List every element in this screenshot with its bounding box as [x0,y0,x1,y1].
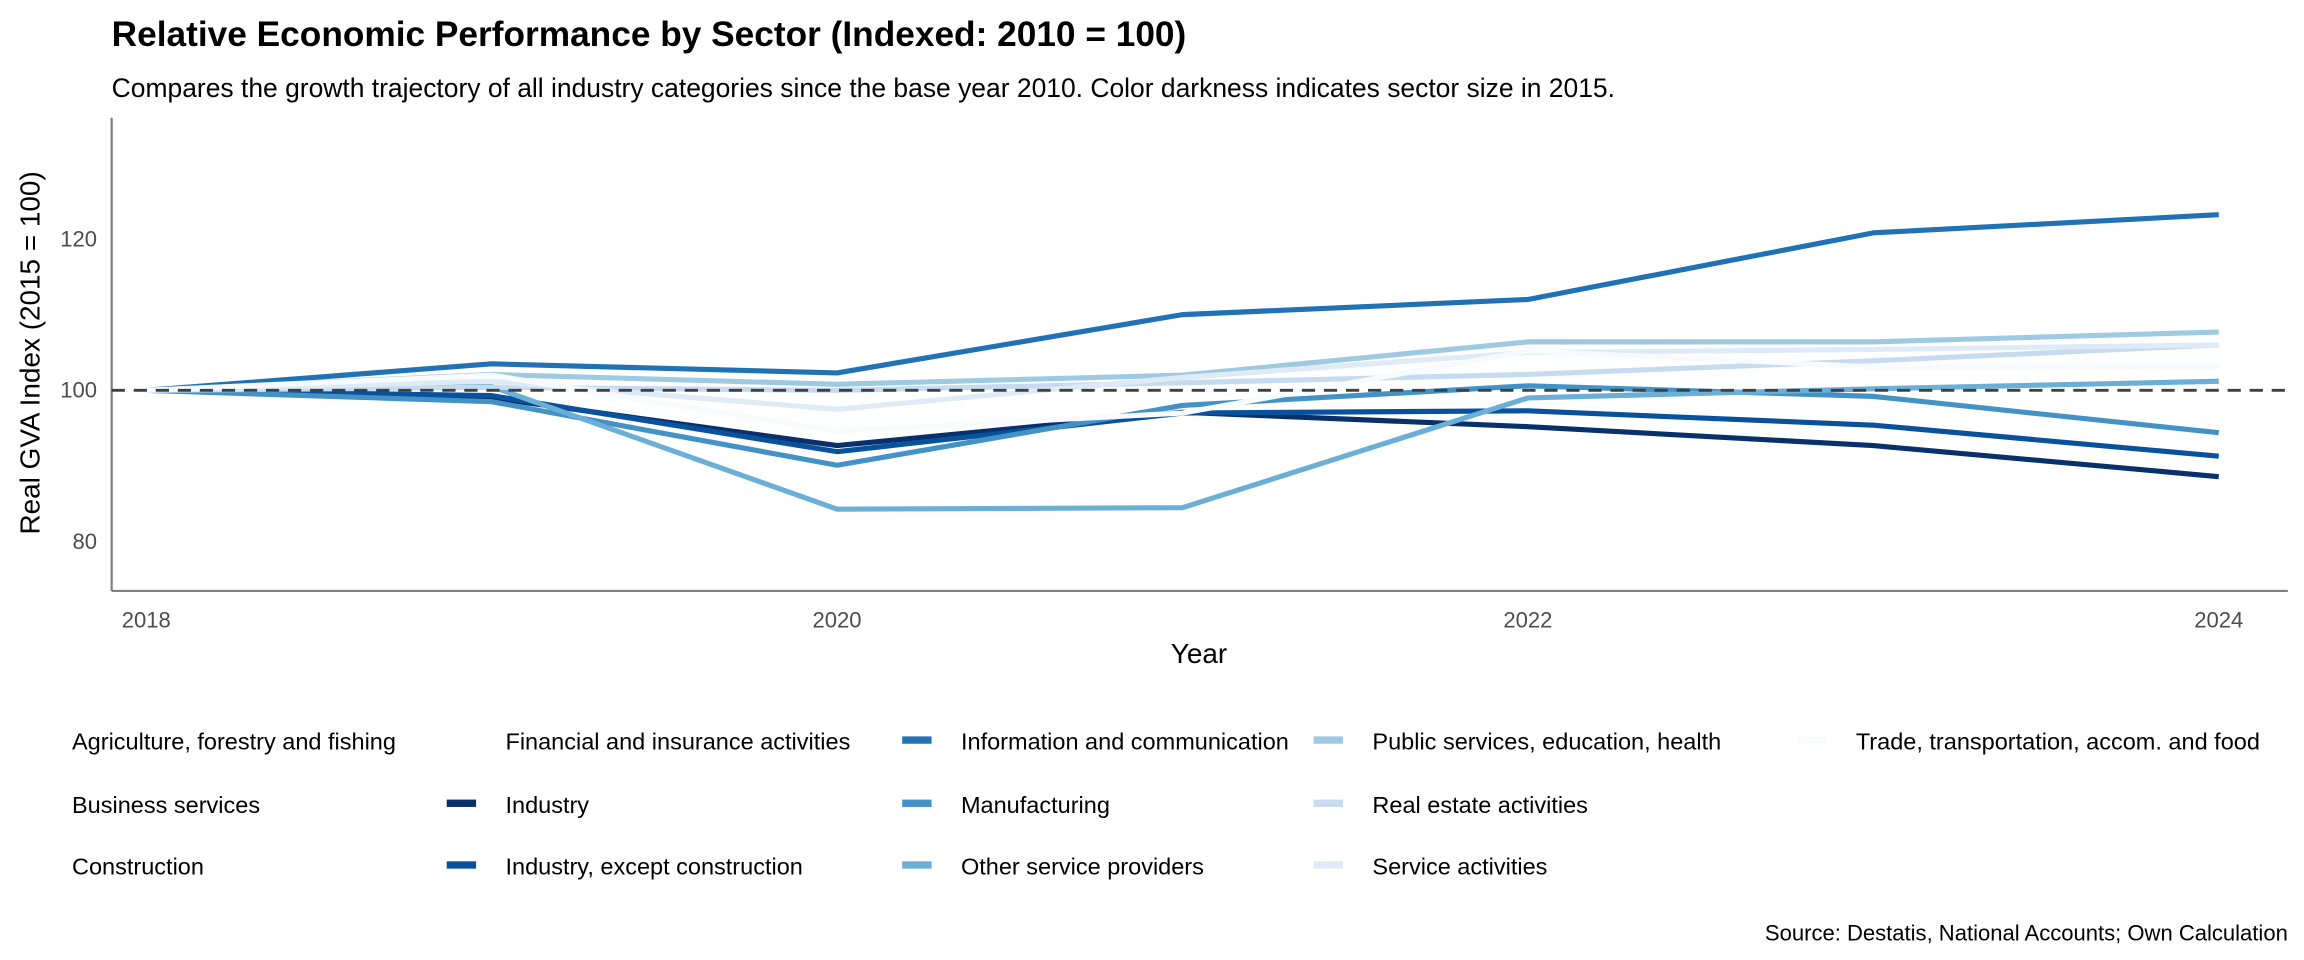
chart-subtitle: Compares the growth trajectory of all in… [112,73,1615,103]
legend-item: Business services [72,792,260,818]
series-line-manufacturing [146,383,2220,468]
legend-key [1797,736,1827,744]
legend-item: Information and communication [902,729,1289,755]
y-tick-label: 120 [60,226,97,251]
legend-item: Agriculture, forestry and fishing [72,729,396,755]
y-tick-label: 80 [72,529,97,554]
legend-item: Industry, except construction [446,854,803,880]
legend-item: Construction [72,854,204,880]
legend-key [1313,736,1344,744]
legend-key [902,736,932,744]
legend-label: Real estate activities [1372,792,1588,818]
legend-item: Manufacturing [902,792,1110,818]
legend: Agriculture, forestry and fishing Busines… [72,729,2260,880]
y-tick-label: 100 [60,378,97,403]
legend-key [902,861,932,869]
legend-item: Financial and insurance activities [505,729,850,755]
legend-item: Service activities [1313,854,1547,880]
legend-label: Manufacturing [961,792,1110,818]
legend-key [1313,861,1344,869]
legend-label: Public services, education, health [1372,729,1721,755]
y-axis-title: Real GVA Index (2015 = 100) [15,171,46,534]
x-tick-label: 2020 [813,608,862,633]
legend-label: Trade, transportation, accom. and food [1856,729,2260,755]
legend-item: Trade, transportation, accom. and food [1797,729,2260,755]
legend-label: Industry [505,792,589,818]
legend-label: Industry, except construction [505,854,802,880]
legend-item: Real estate activities [1313,792,1588,818]
x-tick-label: 2018 [122,608,171,633]
legend-key [1313,799,1344,807]
legend-label: Financial and insurance activities [505,729,850,755]
legend-label: Business services [72,792,260,818]
legend-label: Information and communication [961,729,1289,755]
legend-key [446,861,477,869]
series-line-real-estate-activities [146,342,2219,393]
legend-label: Other service providers [961,854,1204,880]
legend-item: Industry [446,792,589,818]
legend-item: Other service providers [902,854,1204,880]
x-tick-label: 2024 [2194,608,2243,633]
x-axis-title: Year [1171,638,1227,669]
legend-label: Agriculture, forestry and fishing [72,729,396,755]
legend-item: Public services, education, health [1313,729,1721,755]
chart-title: Relative Economic Performance by Sector … [112,15,1187,54]
source-caption: Source: Destatis, National Accounts; Own… [1765,921,2288,946]
legend-label: Construction [72,854,204,880]
series-line-service-activities [146,342,2219,412]
series-line-trade-transportation-accom-and-food [146,348,2219,434]
x-tick-label: 2022 [1503,608,1552,633]
legend-label: Service activities [1372,854,1547,880]
series-line-information-and-communication [146,212,2219,393]
legend-key [446,799,477,807]
legend-key [902,799,932,807]
